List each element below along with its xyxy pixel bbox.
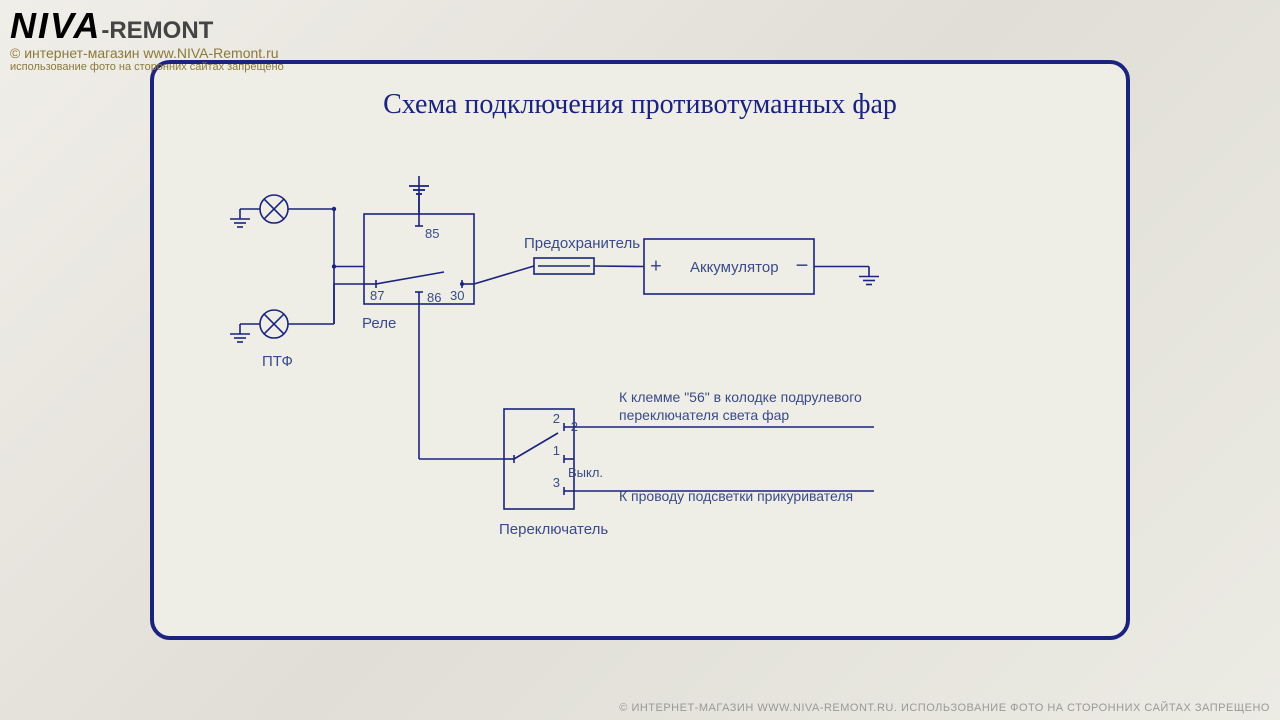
svg-text:30: 30 xyxy=(450,288,464,303)
svg-text:Аккумулятор: Аккумулятор xyxy=(690,259,779,276)
svg-text:85: 85 xyxy=(425,226,439,241)
watermark-top: NIVA-REMONT © интернет-магазин www.NIVA-… xyxy=(10,5,284,73)
circuit-svg: ПТФ Реле 85 86 87 30 Предохранитель + −Аккумулят… xyxy=(154,64,1134,644)
svg-text:Переключатель: Переключатель xyxy=(499,521,608,538)
svg-text:3: 3 xyxy=(553,475,560,490)
watermark-line1: © интернет-магазин www.NIVA-Remont.ru xyxy=(10,45,284,61)
svg-text:1: 1 xyxy=(553,443,560,458)
svg-text:ПТФ: ПТФ xyxy=(262,353,293,370)
svg-text:Предохранитель: Предохранитель xyxy=(524,235,640,252)
watermark-line2: использование фото на сторонних сайтах з… xyxy=(10,61,284,73)
watermark-bottom: © ИНТЕРНЕТ-МАГАЗИН WWW.NIVA-REMONT.RU. И… xyxy=(619,702,1270,714)
svg-text:86: 86 xyxy=(427,290,441,305)
svg-text:К проводу подсветки прикуриват: К проводу подсветки прикуривателя xyxy=(619,488,853,504)
svg-text:+: + xyxy=(650,256,662,278)
svg-text:87: 87 xyxy=(370,288,384,303)
logo-main: NIVA xyxy=(10,5,101,46)
logo-sub: -REMONT xyxy=(101,17,213,44)
svg-text:переключателя света фар: переключателя света фар xyxy=(619,407,789,423)
svg-text:Выкл.: Выкл. xyxy=(568,465,603,480)
logo: NIVA-REMONT xyxy=(10,5,284,47)
svg-text:2: 2 xyxy=(553,411,560,426)
svg-text:Реле: Реле xyxy=(362,315,396,332)
svg-text:К клемме "56" в колодке подрул: К клемме "56" в колодке подрулевого xyxy=(619,389,862,405)
diagram-panel: Схема подключения противотуманных фар ПТ… xyxy=(150,60,1130,640)
svg-text:−: − xyxy=(796,253,809,278)
